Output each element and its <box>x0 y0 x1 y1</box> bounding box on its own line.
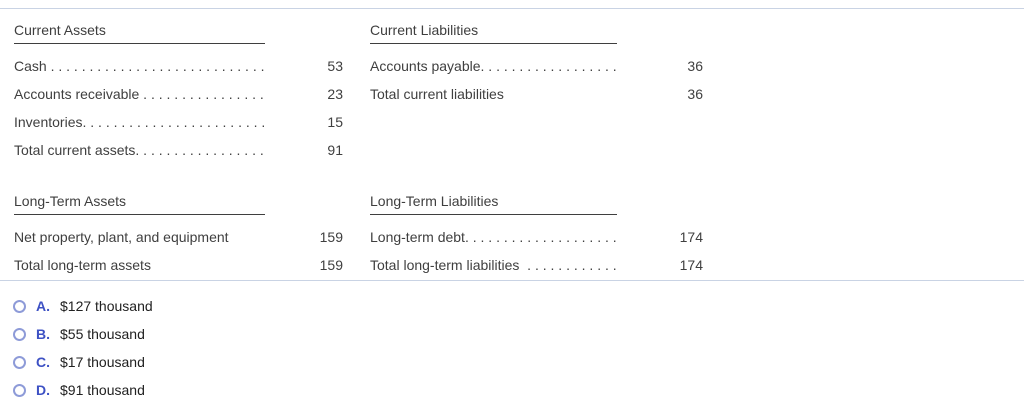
section-longterm-liabilities: Long-Term Liabilities Long-term debt. . … <box>370 193 703 279</box>
row-label: Inventories. <box>14 114 87 130</box>
row-label: Total current liabilities <box>370 86 504 102</box>
option-letter: D. <box>36 382 50 398</box>
radio-button[interactable] <box>13 383 26 397</box>
section-current-liabilities: Current Liabilities Accounts payable. . … <box>370 22 703 108</box>
section-current-assets: Current Assets Cash . . . . . . . . . . … <box>14 22 343 164</box>
row-label: Cash <box>14 58 47 74</box>
dot-leader: . . . . . . . . . . . . . . . . . . . . … <box>527 257 617 273</box>
dot-leader: . . . . . . . . . . . . . . . . . . . . … <box>50 58 265 74</box>
table-row: Accounts receivable . . . . . . . . . . … <box>14 80 343 108</box>
radio-button[interactable] <box>13 327 26 341</box>
answer-option-b[interactable]: B. $55 thousand <box>13 320 153 348</box>
row-label: Total long-term liabilities <box>370 257 524 273</box>
dot-leader: . . . . . . . . . . . . . . . . . . . . … <box>143 142 264 158</box>
row-value: 53 <box>327 58 343 74</box>
table-row: Total long-term assets 159 <box>14 251 343 279</box>
option-letter: A. <box>36 298 50 314</box>
dot-leader: . . . . . . . . . . . . . . . . . . . . … <box>472 229 617 245</box>
section-header: Long-Term Assets <box>14 193 265 215</box>
top-divider <box>0 8 1024 9</box>
section-header: Current Liabilities <box>370 22 617 44</box>
row-value: 159 <box>319 229 343 245</box>
section-divider <box>0 280 1024 281</box>
table-row: Net property, plant, and equipment 159 <box>14 223 343 251</box>
dot-leader <box>151 257 265 273</box>
row-label: Total current assets. <box>14 142 140 158</box>
dot-leader <box>229 229 265 245</box>
row-value: 36 <box>687 86 703 102</box>
dot-leader <box>504 86 617 102</box>
row-value: 159 <box>319 257 343 273</box>
row-value: 23 <box>327 86 343 102</box>
dot-leader: . . . . . . . . . . . . . . . . . . . . … <box>488 58 617 74</box>
row-label: Net property, plant, and equipment <box>14 229 229 245</box>
option-letter: C. <box>36 354 50 370</box>
answer-option-a[interactable]: A. $127 thousand <box>13 292 153 320</box>
table-row: Cash . . . . . . . . . . . . . . . . . .… <box>14 52 343 80</box>
table-row: Accounts payable. . . . . . . . . . . . … <box>370 52 703 80</box>
answer-option-d[interactable]: D. $91 thousand <box>13 376 153 404</box>
row-value: 174 <box>679 229 703 245</box>
table-row: Total current liabilities 36 <box>370 80 703 108</box>
row-label: Long-term debt. <box>370 229 469 245</box>
table-row: Inventories. . . . . . . . . . . . . . .… <box>14 108 343 136</box>
answer-option-c[interactable]: C. $17 thousand <box>13 348 153 376</box>
section-header: Long-Term Liabilities <box>370 193 617 215</box>
option-letter: B. <box>36 326 50 342</box>
radio-button[interactable] <box>13 355 26 369</box>
row-label: Total long-term assets <box>14 257 151 273</box>
dot-leader: . . . . . . . . . . . . . . . . . . . . … <box>143 86 264 102</box>
row-value: 36 <box>687 58 703 74</box>
section-header: Current Assets <box>14 22 265 44</box>
row-label: Accounts receivable <box>14 86 140 102</box>
row-value: 15 <box>327 114 343 130</box>
table-row: Total long-term liabilities . . . . . . … <box>370 251 703 279</box>
option-text: $127 thousand <box>60 298 153 314</box>
option-text: $91 thousand <box>60 382 145 398</box>
row-value: 174 <box>679 257 703 273</box>
table-row: Total current assets. . . . . . . . . . … <box>14 136 343 164</box>
radio-button[interactable] <box>13 299 26 313</box>
dot-leader: . . . . . . . . . . . . . . . . . . . . … <box>90 114 265 130</box>
option-text: $17 thousand <box>60 354 145 370</box>
option-text: $55 thousand <box>60 326 145 342</box>
table-row: Long-term debt. . . . . . . . . . . . . … <box>370 223 703 251</box>
section-longterm-assets: Long-Term Assets Net property, plant, an… <box>14 193 343 279</box>
row-label: Accounts payable. <box>370 58 485 74</box>
row-value: 91 <box>327 142 343 158</box>
answer-options: A. $127 thousand B. $55 thousand C. $17 … <box>13 292 153 404</box>
